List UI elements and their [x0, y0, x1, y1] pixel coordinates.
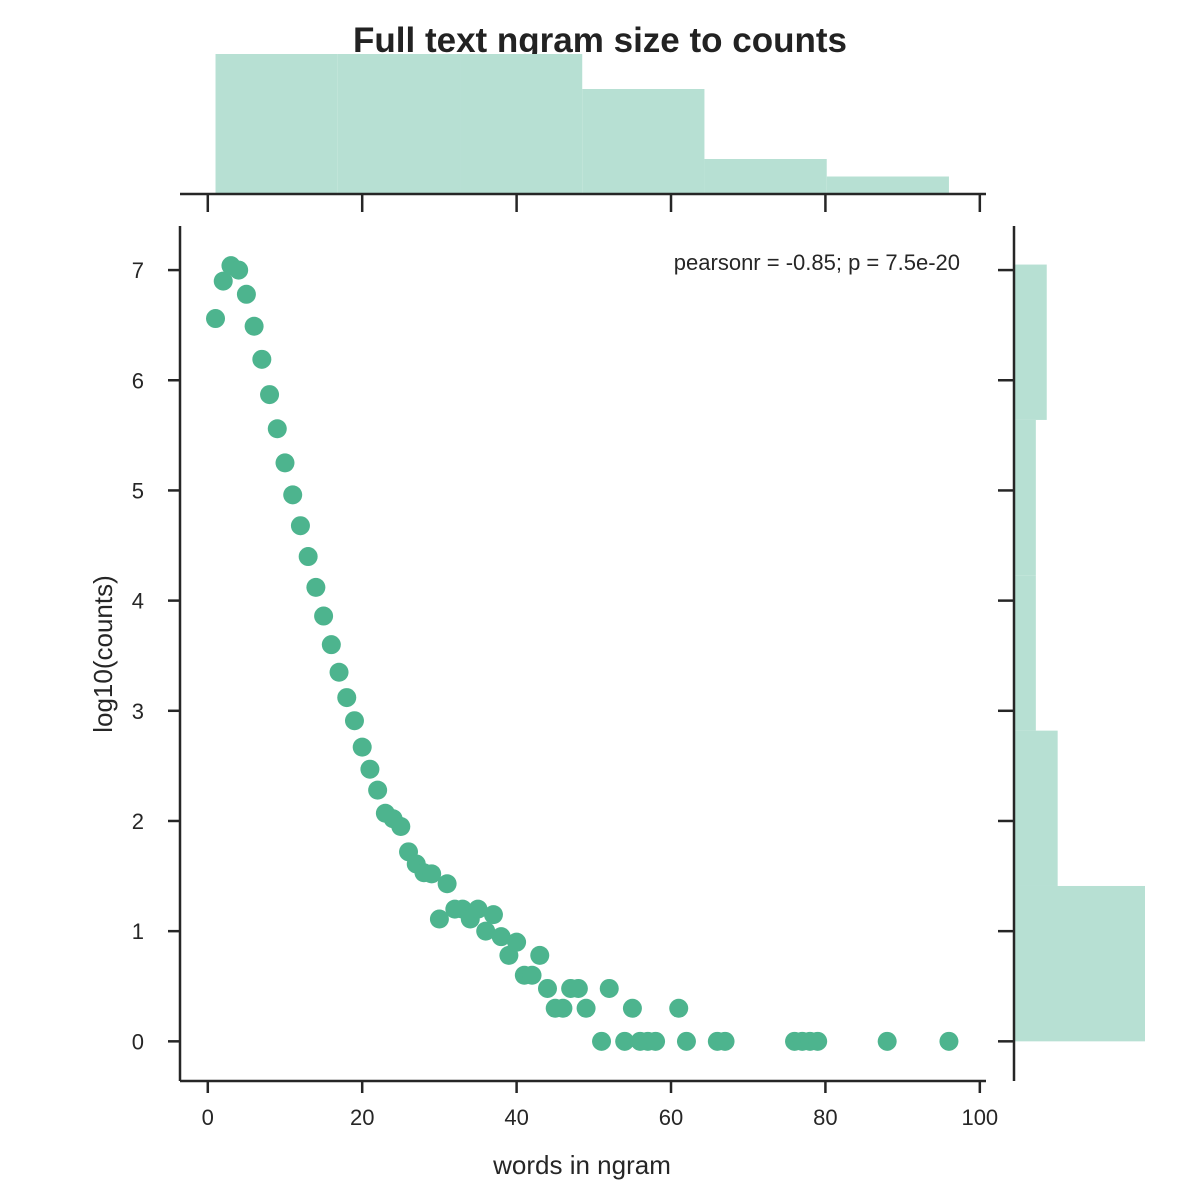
top-marginal-histogram — [180, 54, 986, 212]
y-tick-label: 2 — [132, 809, 144, 834]
y-tick-label: 3 — [132, 699, 144, 724]
scatter-point — [576, 998, 596, 1018]
scatter-point — [592, 1031, 612, 1051]
scatter-point — [808, 1031, 828, 1051]
scatter-point — [476, 921, 496, 941]
chart-title: Full text ngram size to counts — [353, 21, 847, 60]
y-axis-label: log10(counts) — [88, 575, 118, 733]
scatter-point — [669, 998, 689, 1018]
scatter-point — [236, 284, 256, 304]
y-tick-label: 4 — [132, 589, 144, 614]
scatter-point — [468, 899, 488, 919]
scatter-point — [275, 453, 295, 473]
scatter-point — [530, 945, 550, 965]
scatter-point — [337, 688, 357, 708]
pearson-annotation: pearsonr = -0.85; p = 7.5e-20 — [674, 250, 960, 275]
y-axis-ticks: 0 1 2 3 4 5 6 7 — [132, 258, 180, 1054]
x-tick-label: 0 — [202, 1105, 214, 1130]
scatter-point — [213, 271, 233, 291]
scatter-point — [507, 932, 527, 952]
scatter-point — [429, 909, 449, 929]
x-hist-bar — [704, 159, 827, 194]
y-tick-label: 6 — [132, 368, 144, 393]
scatter-point — [553, 998, 573, 1018]
y-tick-label: 7 — [132, 258, 144, 283]
x-tick-label: 100 — [961, 1105, 998, 1130]
scatter-point — [283, 485, 303, 505]
y-hist-bar — [1014, 730, 1058, 886]
scatter-point — [622, 998, 642, 1018]
y-tick-label: 5 — [132, 478, 144, 503]
scatter-point — [522, 965, 542, 985]
y-tick-label: 1 — [132, 919, 144, 944]
x-hist-bar — [582, 89, 705, 194]
scatter-point — [391, 816, 411, 836]
y-tick-label: 0 — [132, 1029, 144, 1054]
scatter-point — [306, 577, 326, 597]
right-marginal-histogram — [998, 226, 1145, 1081]
scatter-point — [676, 1031, 696, 1051]
x-tick-label: 80 — [813, 1105, 837, 1130]
y-hist-bar — [1014, 575, 1036, 731]
scatter-point — [483, 905, 503, 925]
x-hist-bar — [215, 54, 338, 194]
scatter-point — [329, 662, 349, 682]
scatter-point — [615, 1031, 635, 1051]
scatter-point — [267, 419, 287, 439]
scatter-point — [244, 316, 264, 336]
scatter-point — [368, 780, 388, 800]
x-tick-label: 60 — [659, 1105, 683, 1130]
x-axis-label: words in ngram — [492, 1150, 671, 1180]
y-hist-bar — [1014, 885, 1145, 1042]
scatter-point — [877, 1031, 897, 1051]
scatter-point — [646, 1031, 666, 1051]
scatter-point — [206, 309, 226, 329]
scatter-point — [229, 260, 249, 280]
x-axis-ticks: 0 20 40 60 80 100 — [202, 1081, 998, 1130]
scatter-point — [290, 516, 310, 536]
x-tick-label: 40 — [504, 1105, 528, 1130]
scatter-points — [206, 256, 959, 1051]
scatter-point — [344, 711, 364, 731]
scatter-point — [715, 1031, 735, 1051]
x-hist-bar — [337, 54, 461, 194]
scatter-point — [252, 349, 272, 369]
scatter-point — [939, 1031, 959, 1051]
scatter-point — [422, 864, 442, 884]
y-hist-bar — [1014, 419, 1036, 576]
x-tick-label: 20 — [350, 1105, 374, 1130]
scatter-point — [314, 606, 334, 626]
scatter-point — [260, 385, 280, 405]
scatter-point — [298, 547, 318, 567]
scatter-point — [360, 759, 380, 779]
scatter-point — [568, 978, 588, 998]
y-hist-bar — [1014, 264, 1047, 420]
x-hist-bar — [460, 54, 583, 194]
scatter-point — [437, 874, 457, 894]
scatter-point — [491, 927, 511, 947]
x-hist-bar — [826, 176, 949, 194]
main-axes — [178, 226, 986, 1083]
scatter-point — [321, 635, 341, 655]
scatter-point — [537, 978, 557, 998]
scatter-point — [352, 737, 372, 757]
scatter-point — [599, 978, 619, 998]
